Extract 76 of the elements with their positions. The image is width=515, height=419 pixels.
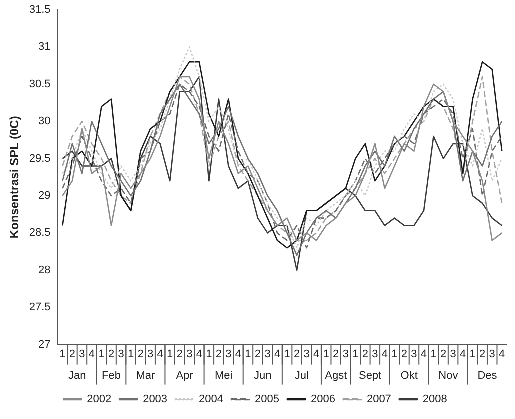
y-tick-label: 27 (38, 338, 51, 351)
x-tick-label: 3 (118, 348, 124, 360)
y-tick-label: 31 (38, 41, 51, 54)
legend-label: 2004 (199, 394, 224, 406)
x-tick-label: 3 (450, 348, 456, 360)
x-tick-label: 2 (362, 348, 368, 360)
legend-label: 2005 (255, 394, 280, 406)
x-tick-label: 1 (128, 348, 134, 360)
text: Mei (214, 370, 233, 382)
x-tick-label: 2 (440, 348, 447, 360)
text: Nov (438, 370, 459, 382)
x-tick-label: 4 (235, 348, 242, 360)
x-tick-label: 3 (372, 348, 378, 360)
x-tick-label: 3 (342, 348, 349, 360)
x-tick-label: 1 (323, 348, 330, 360)
legend-label: 2006 (310, 394, 336, 406)
x-tick-label: 2 (138, 348, 144, 360)
text: Apr (176, 370, 194, 382)
text: Agst (325, 370, 348, 382)
x-tick-label: 1 (430, 348, 437, 360)
legend-label: 2002 (87, 394, 112, 406)
x-tick-label: 4 (499, 348, 506, 360)
text: Des (478, 370, 498, 382)
y-tick-label: 28.5 (29, 227, 51, 240)
y-tick-label: 30 (38, 116, 51, 128)
legend-label: 2007 (366, 394, 392, 406)
text: Okt (400, 370, 418, 382)
x-tick-label: 1 (60, 348, 66, 360)
text: Jan (68, 370, 86, 382)
x-tick-label: 3 (79, 348, 86, 360)
x-tick-label: 2 (333, 348, 340, 360)
y-tick-label: 29.5 (29, 152, 51, 165)
x-tick-label: 2 (69, 348, 76, 360)
x-tick-label: 1 (392, 348, 398, 360)
x-tick-label: 2 (480, 348, 486, 360)
x-tick-label: 4 (382, 348, 388, 360)
x-tick-label: 3 (304, 348, 310, 360)
text: Sept (358, 370, 382, 382)
x-tick-label: 4 (420, 348, 428, 360)
x-tick-label: 1 (98, 348, 105, 360)
x-tick-label: 3 (264, 348, 271, 360)
x-tick-label: 4 (157, 348, 164, 360)
y-tick-label: 27.5 (29, 302, 51, 314)
y-tick-label: 29 (38, 190, 51, 202)
text: Jun (254, 370, 272, 382)
x-tick-label: 4 (274, 348, 281, 360)
x-tick-label: 3 (226, 348, 232, 360)
x-tick-label: 1 (206, 348, 212, 360)
x-tick-label: 1 (470, 348, 476, 360)
x-tick-label: 1 (352, 348, 359, 360)
x-tick-label: 3 (411, 348, 418, 360)
x-tick-label: 4 (196, 348, 202, 360)
x-tick-label: 2 (254, 348, 262, 360)
x-tick-label: 3 (186, 348, 193, 360)
legend-label: 2008 (422, 394, 448, 406)
x-tick-label: 3 (148, 348, 154, 360)
text: Mar (136, 370, 156, 382)
x-tick-label: 3 (489, 348, 496, 360)
x-tick-label: 4 (88, 348, 96, 360)
x-tick-label: 1 (245, 348, 252, 360)
text: Feb (102, 370, 121, 382)
x-tick-label: 2 (176, 348, 183, 360)
x-tick-label: 2 (216, 348, 222, 360)
x-tick-label: 2 (108, 348, 115, 360)
x-tick-label: 2 (294, 348, 300, 360)
y-tick-label: 28 (38, 264, 51, 276)
x-tick-label: 4 (460, 348, 466, 360)
x-tick-label: 1 (167, 348, 174, 360)
legend-label: 2003 (143, 394, 168, 406)
x-tick-label: 2 (401, 348, 408, 360)
x-tick-label: 1 (284, 348, 290, 360)
y-tick-label: 31.5 (29, 4, 51, 16)
y-axis-title: Konsentrasi SPL (0C) (8, 116, 22, 239)
text: Jul (294, 370, 309, 382)
x-tick-label: 4 (314, 348, 320, 360)
y-tick-label: 30.5 (29, 78, 51, 90)
